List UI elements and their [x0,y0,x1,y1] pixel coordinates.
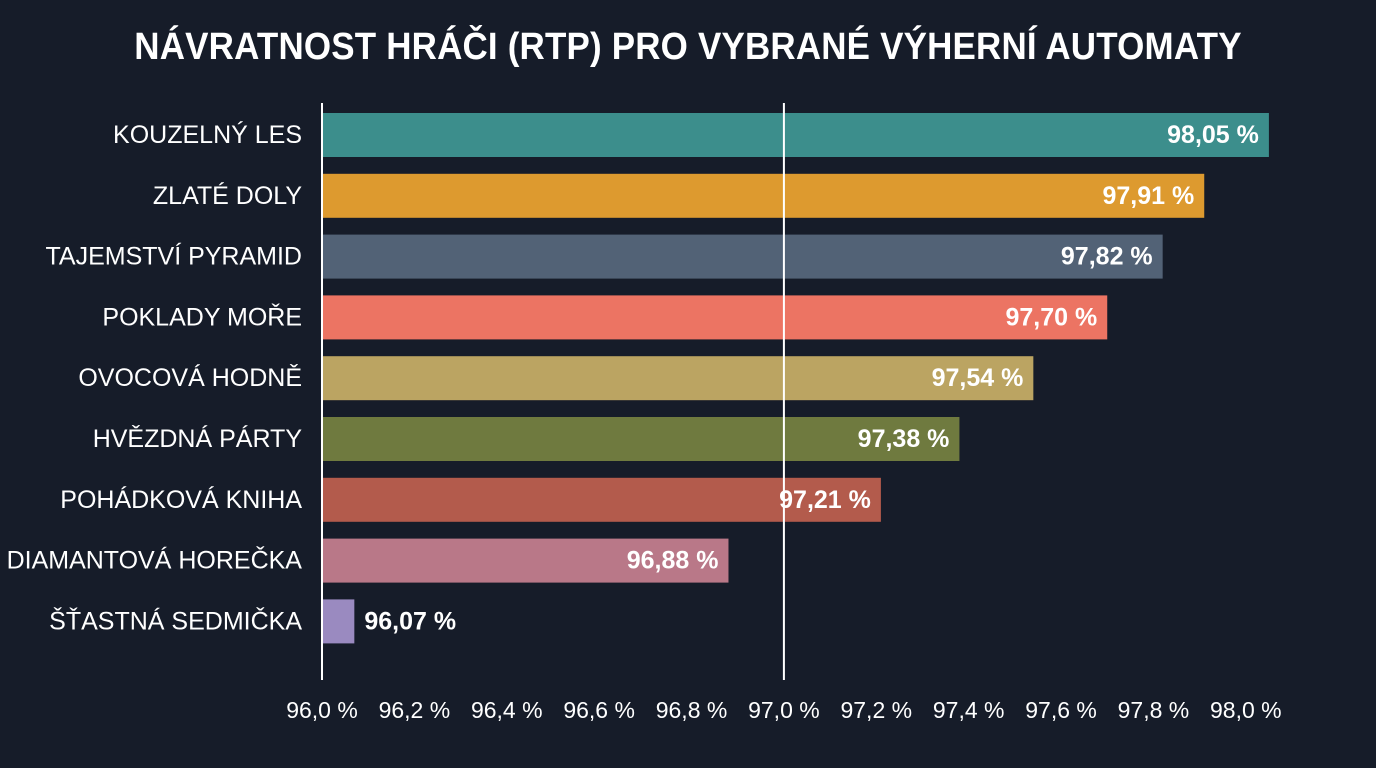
category-label: POHÁDKOVÁ KNIHA [60,485,302,514]
value-label: 96,07 % [364,607,456,635]
labels-layer: KOUZELNÝ LES 98,05 % ZLATÉ DOLY 97,91 % TAJE… [7,120,1282,723]
category-label: DIAMANTOVÁ HOREČKA [7,546,303,575]
category-label: POKLADY MOŘE [102,302,302,331]
category-label: HVĚZDNÁ PÁRTY [93,424,303,453]
x-tick-label: 96,6 % [563,697,635,723]
category-label: KOUZELNÝ LES [113,120,302,149]
value-label: 97,21 % [779,486,871,514]
x-tick-label: 96,2 % [379,697,451,723]
bar [322,234,1163,279]
x-tick-label: 96,4 % [471,697,543,723]
x-tick-label: 97,2 % [840,697,912,723]
value-label: 97,38 % [858,425,950,453]
value-label: 97,54 % [932,364,1024,392]
bar [322,538,729,583]
bar [322,113,1269,157]
axis-layer [321,103,785,680]
value-label: 98,05 % [1167,121,1259,149]
value-label: 97,91 % [1102,182,1194,210]
x-tick-label: 97,6 % [1025,697,1097,723]
bar [322,417,960,461]
value-label: 97,82 % [1061,243,1153,271]
x-tick-label: 97,8 % [1118,697,1190,723]
category-label: ZLATÉ DOLY [153,181,302,210]
x-tick-label: 96,0 % [286,697,358,723]
bars-layer [322,113,1269,644]
category-label: OVOCOVÁ HODNĚ [78,363,302,392]
x-tick-label: 97,4 % [933,697,1005,723]
value-label: 96,88 % [627,547,719,575]
bar [322,173,1205,218]
x-tick-label: 96,8 % [656,697,728,723]
bar [322,477,881,522]
x-tick-label: 97,0 % [748,697,820,723]
value-label: 97,70 % [1005,303,1097,331]
bar [322,599,355,644]
bar [322,356,1034,401]
bar [322,295,1108,340]
chart-title: NÁVRATNOST HRÁČI (RTP) PRO VYBRANÉ VÝHER… [134,26,1242,68]
x-tick-label: 98,0 % [1210,697,1282,723]
category-label: ŠŤASTNÁ SEDMIČKA [49,606,302,635]
category-label: TAJEMSTVÍ PYRAMID [45,242,302,271]
